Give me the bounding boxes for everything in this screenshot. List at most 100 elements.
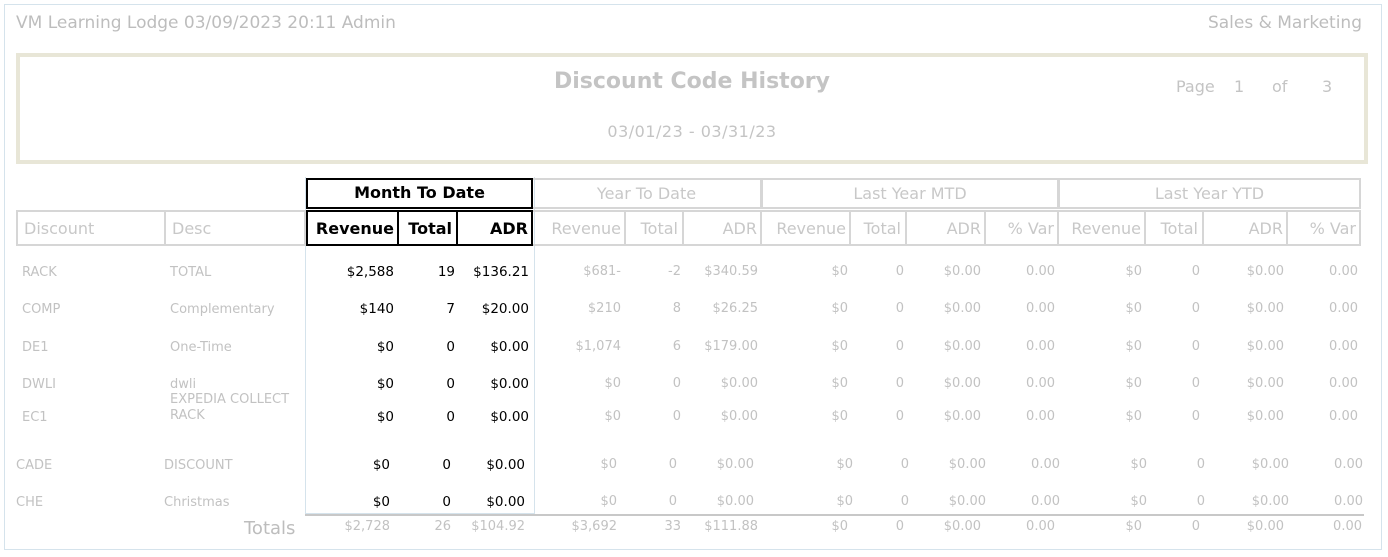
lyytd-value: $0.00	[1251, 457, 1289, 472]
lyytd-value: 0.00	[1334, 494, 1363, 509]
ytd-value: $1,074	[575, 339, 622, 354]
lyytd-value: 0.00	[1329, 376, 1358, 391]
lymtd-value: $0	[836, 457, 853, 472]
lyytd-value: $0.00	[1246, 301, 1284, 316]
ytd-value: 6	[672, 339, 681, 354]
mtd-value: $140	[359, 301, 394, 317]
lymtd-value: $0	[831, 409, 848, 424]
lyytd-value: $0	[1125, 301, 1142, 316]
ytd-value: 0	[668, 457, 677, 472]
lyytd-value: 0.00	[1329, 264, 1358, 279]
lymtd-value: $0.00	[943, 339, 981, 354]
discount-desc: DISCOUNT	[164, 458, 233, 473]
total-lyytd: $0.00	[1246, 519, 1284, 534]
col-lyytd-var: % Var	[1288, 210, 1361, 246]
ytd-value: $26.25	[712, 301, 759, 316]
ytd-value: $0	[600, 457, 617, 472]
mtd-value: $0.00	[490, 376, 529, 392]
lymtd-value: 0	[900, 457, 909, 472]
lyytd-value: 0.00	[1329, 409, 1358, 424]
lyytd-value: $0	[1125, 376, 1142, 391]
lymtd-value: 0	[900, 494, 909, 509]
total-lyytd: $0	[1125, 519, 1142, 534]
lymtd-value: $0	[831, 339, 848, 354]
lymtd-value: $0.00	[943, 409, 981, 424]
discount-desc: Christmas	[164, 495, 230, 510]
col-mtd-adr: ADR	[456, 210, 533, 246]
lyytd-value: 0	[1196, 494, 1205, 509]
lymtd-value: 0.00	[1026, 339, 1055, 354]
col-lymtd-adr: ADR	[907, 210, 986, 246]
mtd-value: 0	[446, 409, 455, 425]
col-desc: Desc	[166, 210, 306, 246]
mtd-value: $0	[376, 339, 394, 355]
discount-desc: EXPEDIA COLLECT RACK	[170, 392, 290, 423]
lymtd-value: 0.00	[1031, 457, 1060, 472]
mtd-value: $0.00	[486, 457, 525, 473]
mtd-value: $0	[372, 494, 390, 510]
lyytd-value: $0.00	[1246, 409, 1284, 424]
mtd-value: $0.00	[486, 494, 525, 510]
col-lymtd-revenue: Revenue	[762, 210, 851, 246]
col-discount: Discount	[16, 210, 166, 246]
discount-code: DE1	[22, 340, 49, 355]
ytd-value: $681-	[583, 264, 621, 279]
group-year-to-date: Year To Date	[533, 178, 762, 209]
mtd-value: $0.00	[490, 339, 529, 355]
mtd-value: $20.00	[481, 301, 529, 317]
lymtd-value: $0	[831, 376, 848, 391]
col-lymtd-total: Total	[851, 210, 907, 246]
totals-rule-mtd	[305, 514, 535, 516]
total-ytd: $3,692	[571, 519, 618, 534]
totals-rule	[535, 514, 1364, 516]
total-mtd: $104.92	[471, 519, 525, 534]
lyytd-value: 0	[1191, 339, 1200, 354]
lymtd-value: $0.00	[948, 494, 986, 509]
lymtd-value: 0.00	[1031, 494, 1060, 509]
total-lymtd: 0.00	[1026, 519, 1055, 534]
col-ytd-adr: ADR	[684, 210, 762, 246]
ytd-value: $0.00	[720, 409, 758, 424]
discount-code: CHE	[16, 495, 44, 510]
discount-desc: Complementary	[170, 302, 275, 317]
lyytd-value: $0	[1125, 409, 1142, 424]
mtd-value: 19	[437, 264, 455, 280]
ytd-value: 8	[672, 301, 681, 316]
lymtd-value: $0.00	[943, 264, 981, 279]
total-mtd: $2,728	[344, 519, 391, 534]
ytd-value: $0.00	[716, 457, 754, 472]
col-ytd-total: Total	[626, 210, 684, 246]
group-last-year-ytd: Last Year YTD	[1058, 178, 1361, 209]
discount-code: COMP	[22, 302, 61, 317]
ytd-value: 0	[668, 494, 677, 509]
col-mtd-total: Total	[397, 210, 458, 246]
lyytd-value: $0	[1130, 457, 1147, 472]
mtd-value: 0	[446, 376, 455, 392]
lyytd-value: 0.00	[1329, 301, 1358, 316]
page-number: 1	[1234, 77, 1245, 96]
col-lymtd-var: % Var	[986, 210, 1059, 246]
report-frame	[4, 4, 1382, 550]
ytd-value: -2	[668, 264, 681, 279]
lymtd-value: 0.00	[1026, 301, 1055, 316]
mtd-value: 0	[446, 339, 455, 355]
total-lymtd: 0	[895, 519, 904, 534]
lyytd-value: $0	[1130, 494, 1147, 509]
lymtd-value: 0	[895, 301, 904, 316]
col-lyytd-adr: ADR	[1204, 210, 1288, 246]
ytd-value: $0	[600, 494, 617, 509]
lymtd-value: $0	[831, 264, 848, 279]
total-lyytd: 0	[1191, 519, 1200, 534]
lymtd-value: $0.00	[948, 457, 986, 472]
total-mtd: 26	[434, 519, 451, 534]
lyytd-value: 0	[1191, 301, 1200, 316]
ytd-value: 0	[672, 409, 681, 424]
mtd-value: $0.00	[490, 409, 529, 425]
lymtd-value: 0	[895, 409, 904, 424]
lymtd-value: $0	[831, 301, 848, 316]
lyytd-value: $0.00	[1246, 339, 1284, 354]
lyytd-value: $0.00	[1246, 376, 1284, 391]
lyytd-value: 0	[1191, 409, 1200, 424]
total-ytd: 33	[664, 519, 681, 534]
lyytd-value: $0.00	[1246, 264, 1284, 279]
